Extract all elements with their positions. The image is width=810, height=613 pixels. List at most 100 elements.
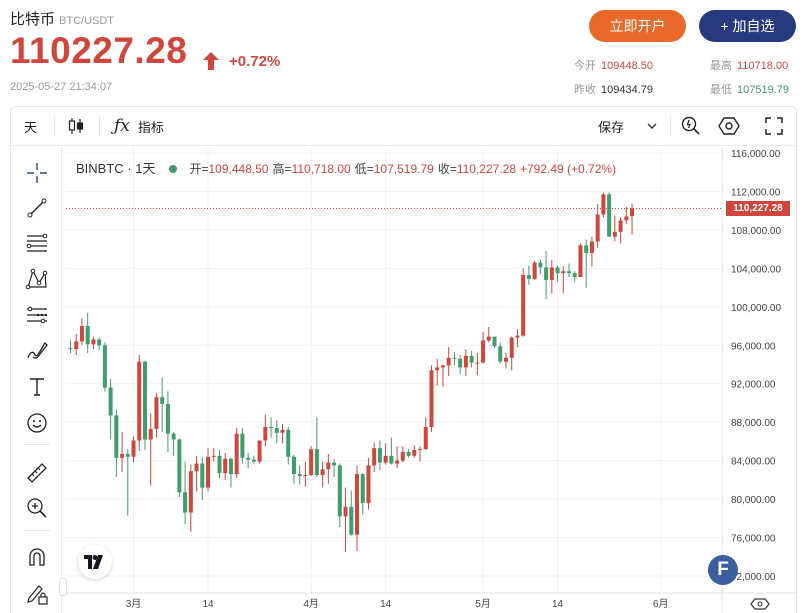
candle — [618, 217, 623, 244]
candle-body — [389, 455, 394, 464]
candle-body — [309, 449, 314, 476]
candle — [498, 342, 503, 364]
candle — [160, 377, 165, 432]
candle — [314, 417, 319, 477]
axis-settings-icon[interactable] — [750, 598, 770, 610]
candle — [486, 327, 491, 343]
pattern-icon[interactable] — [24, 266, 50, 292]
current-price: 110227.28 — [10, 30, 188, 71]
candle-body — [406, 451, 411, 456]
emoji-icon[interactable] — [24, 410, 50, 436]
candle — [423, 417, 428, 451]
fullscreen-icon[interactable] — [764, 106, 784, 146]
candle — [234, 427, 239, 478]
candle — [578, 243, 583, 278]
candle-body — [492, 336, 497, 347]
candle-body — [440, 365, 445, 368]
indicators-button[interactable]: ƒx 指标 — [114, 106, 164, 146]
candle — [612, 215, 617, 242]
legend-high-value: 110,718.00 — [291, 162, 351, 176]
quick-search-icon[interactable] — [680, 106, 702, 146]
text-icon[interactable] — [24, 374, 50, 400]
candle-body — [630, 208, 635, 216]
fib-lines-icon[interactable] — [24, 230, 50, 256]
candle-body — [274, 427, 279, 433]
x-tick-label: 4月 — [303, 598, 319, 610]
candle — [286, 426, 291, 465]
legend-close-label: 收= — [437, 162, 457, 176]
settings-hex-icon[interactable] — [718, 106, 740, 146]
toolbar-divider — [670, 116, 671, 136]
up-arrow-icon — [203, 52, 219, 70]
brand-badge[interactable]: F — [708, 555, 738, 585]
candle — [435, 358, 440, 386]
stat-open-label: 今开 — [574, 60, 596, 72]
legend-symbol[interactable]: BINBTC · 1天 — [76, 161, 156, 176]
projection-icon[interactable] — [24, 302, 50, 328]
candle — [624, 206, 629, 225]
save-label: 保存 — [598, 119, 625, 135]
magnet-icon[interactable] — [24, 544, 50, 570]
candle — [74, 333, 79, 355]
sidebar-collapse-handle[interactable] — [59, 578, 67, 596]
price-change-percent: +0.72% — [229, 53, 281, 70]
candle-body — [486, 336, 491, 341]
candle — [223, 452, 228, 480]
ohlc-legend: BINBTC · 1天 开=109,448.50 高=110,718.00 低=107… — [76, 158, 620, 177]
y-tick-label: 84,000.00 — [731, 457, 776, 468]
candle-body — [549, 267, 554, 280]
candle-body — [297, 474, 302, 477]
candle-body — [452, 357, 457, 359]
candle-body — [314, 449, 319, 476]
candle — [125, 449, 130, 516]
open-account-button[interactable]: 立即开户 — [589, 10, 686, 42]
candle-body — [91, 339, 96, 345]
candle-body — [160, 397, 165, 404]
save-button[interactable]: 保存 — [598, 106, 624, 146]
candle-body — [269, 426, 274, 428]
trend-line-icon[interactable] — [24, 195, 50, 221]
legend-open-label: 开= — [189, 162, 209, 176]
stat-high: 最高 110718.00 — [710, 57, 788, 73]
lock-draw-icon[interactable] — [24, 581, 50, 607]
y-tick-label: 112,000.00 — [731, 187, 781, 198]
candle-body — [349, 506, 354, 535]
candle-body — [612, 231, 617, 237]
add-favorite-button[interactable]: + 加自选 — [699, 10, 796, 42]
candle-body — [377, 448, 382, 463]
brush-icon[interactable] — [24, 338, 50, 364]
candle-body — [578, 245, 583, 278]
candle-body — [320, 469, 325, 476]
candle-body — [400, 451, 405, 461]
candle-body — [183, 492, 188, 513]
crosshair-icon[interactable] — [24, 160, 50, 186]
candle — [446, 347, 451, 377]
candle — [280, 424, 285, 444]
candle — [412, 445, 417, 458]
stat-low-label: 最低 — [710, 84, 732, 96]
zoom-in-icon[interactable] — [24, 495, 50, 521]
interval-selector[interactable]: 天 — [24, 119, 38, 135]
candle-body — [429, 370, 434, 427]
candle-body — [125, 453, 130, 457]
tradingview-logo-icon[interactable] — [78, 545, 112, 579]
candle-body — [137, 361, 142, 441]
y-tick-label: 76,000.00 — [731, 534, 776, 545]
candle-body — [280, 429, 285, 433]
y-tick-label: 104,000.00 — [731, 264, 781, 275]
chevron-down-icon[interactable] — [646, 106, 658, 146]
candle-body — [475, 362, 480, 364]
ruler-icon[interactable] — [24, 460, 50, 486]
candle-body — [165, 403, 170, 434]
y-tick-label: 108,000.00 — [731, 226, 781, 237]
legend-close-value: 110,227.28 — [456, 162, 516, 176]
candle — [589, 236, 594, 267]
candle — [630, 203, 635, 235]
candles-icon[interactable] — [67, 106, 85, 146]
candle-body — [618, 220, 623, 232]
candle — [475, 352, 480, 376]
candle — [561, 266, 566, 294]
candle-body — [148, 428, 153, 440]
candle-body — [372, 448, 377, 466]
